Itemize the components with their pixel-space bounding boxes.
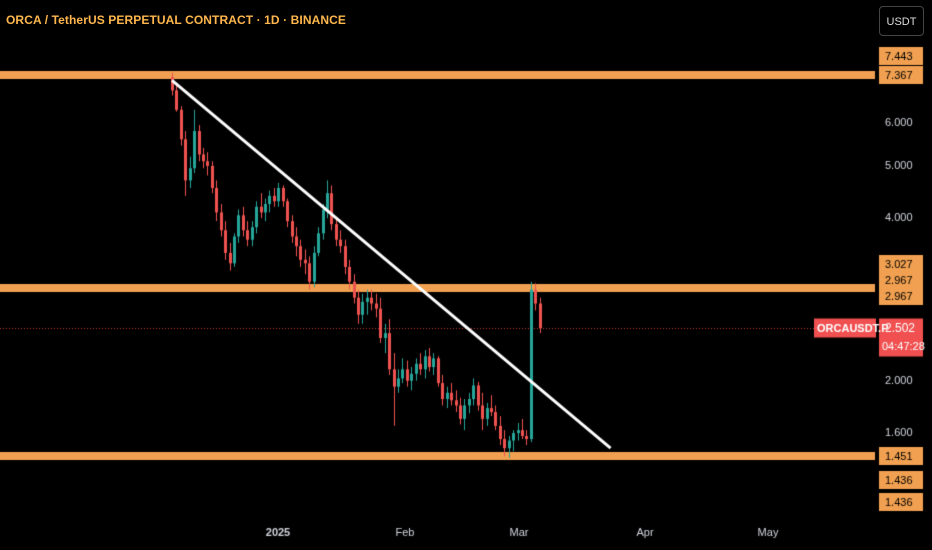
chart-title: ORCA / TetherUS PERPETUAL CONTRACT · 1D … bbox=[6, 13, 347, 27]
currency-button[interactable]: USDT bbox=[879, 6, 924, 36]
